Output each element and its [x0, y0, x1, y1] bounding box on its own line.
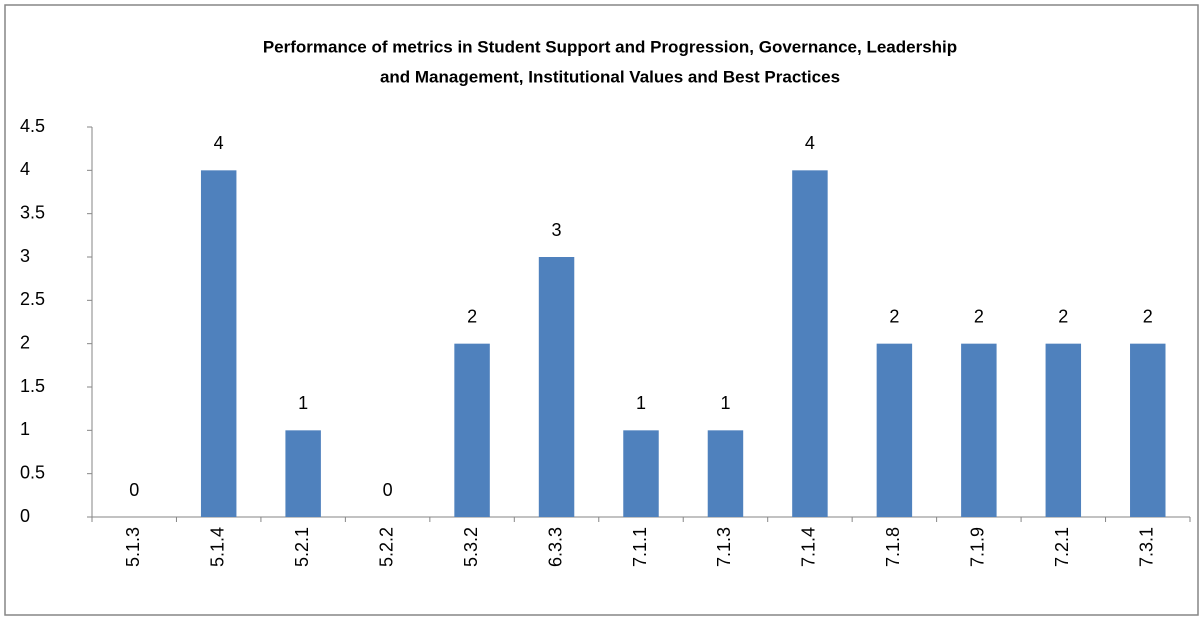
bar [538, 257, 575, 517]
x-tick-label: 7.3.1 [1137, 527, 1157, 567]
y-tick-label: 4 [20, 159, 30, 179]
data-label: 2 [889, 306, 899, 326]
x-tick-label: 5.2.1 [292, 527, 312, 567]
y-tick-label: 3.5 [20, 202, 45, 222]
y-tick-label: 2 [20, 332, 30, 352]
chart-title: Performance of metrics in Student Suppor… [263, 37, 957, 56]
data-label: 2 [467, 306, 477, 326]
bar [200, 170, 237, 518]
chart-title: and Management, Institutional Values and… [380, 67, 840, 86]
data-label: 4 [805, 133, 815, 153]
y-tick-label: 1 [20, 419, 30, 439]
y-tick-label: 4.5 [20, 116, 45, 136]
bar [1130, 343, 1166, 517]
data-label: 0 [383, 480, 393, 500]
bar [876, 343, 913, 517]
y-tick-label: 2.5 [20, 289, 45, 309]
y-tick-label: 1.5 [20, 376, 45, 396]
x-tick-label: 7.2.1 [1052, 527, 1072, 567]
data-label: 0 [129, 480, 139, 500]
x-tick-label: 5.2.2 [376, 527, 396, 567]
y-tick-label: 3 [20, 246, 30, 266]
x-tick-label: 7.1.9 [968, 527, 988, 567]
data-label: 2 [974, 306, 984, 326]
data-label: 1 [720, 393, 730, 413]
bar [285, 430, 321, 517]
x-tick-label: 5.1.4 [207, 527, 227, 567]
data-label: 2 [1058, 306, 1068, 326]
x-tick-label: 5.1.3 [123, 527, 143, 567]
x-tick-label: 7.1.8 [883, 527, 903, 567]
bar [1045, 343, 1082, 517]
x-tick-label: 5.3.2 [461, 527, 481, 567]
y-tick-label: 0.5 [20, 462, 45, 482]
x-tick-label: 7.1.4 [799, 527, 819, 567]
data-label: 1 [298, 393, 308, 413]
bar [792, 170, 828, 518]
bar [707, 430, 744, 517]
x-tick-label: 6.3.3 [545, 527, 565, 567]
data-label: 3 [552, 220, 562, 240]
data-label: 4 [214, 133, 224, 153]
y-tick-label: 0 [20, 506, 30, 526]
bar [623, 430, 659, 517]
x-tick-label: 7.1.3 [714, 527, 734, 567]
chart-border [4, 4, 1199, 616]
bar [454, 343, 490, 517]
data-label: 2 [1143, 306, 1153, 326]
bar [961, 343, 997, 517]
x-tick-label: 7.1.1 [630, 527, 650, 567]
data-label: 1 [636, 393, 646, 413]
